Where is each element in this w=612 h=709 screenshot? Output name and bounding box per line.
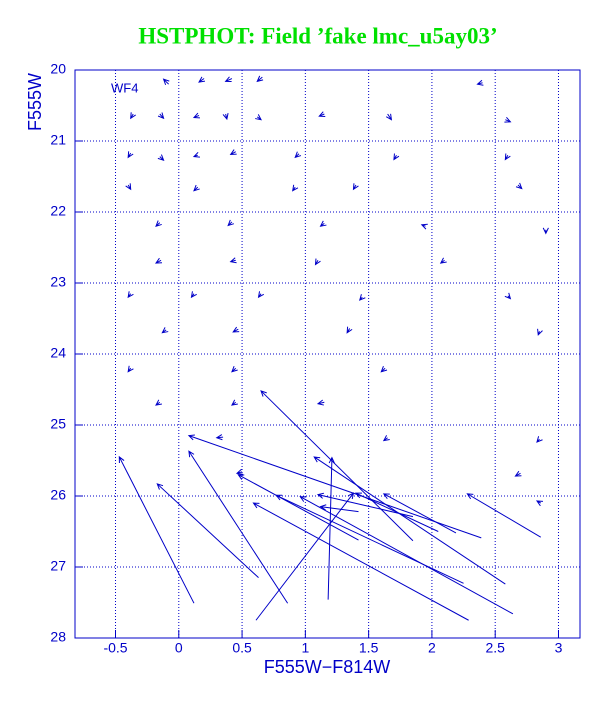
arrow [380,365,388,373]
arrow [504,292,512,300]
arrow [439,257,447,264]
chart-title: HSTPHOT: Field ’fake lmc_u5ay03’ [138,23,497,48]
arrow [162,78,170,86]
arrow [155,399,162,406]
arrow [157,112,165,120]
arrow [536,436,543,443]
arrow [235,468,243,475]
arrow [188,450,289,604]
x-tick-label: 0.5 [232,640,252,656]
arrow [292,184,299,192]
y-tick-label: 24 [50,345,66,361]
y-tick-label: 25 [50,416,66,432]
y-tick-label: 27 [50,558,66,574]
arrow [255,114,262,121]
arrow [466,493,542,538]
arrow [125,183,132,191]
arrow [346,326,353,334]
x-tick-label: 1 [301,640,309,656]
arrow [237,474,359,541]
arrow [252,502,469,621]
y-tick-label: 23 [50,274,66,290]
arrow [127,151,134,159]
arrow [535,500,543,507]
arrow [476,79,484,86]
arrow [318,111,326,117]
arrow [231,365,238,373]
x-tick-label: 3 [555,640,563,656]
arrow [327,456,335,600]
arrow [314,258,321,266]
arrow [420,223,428,230]
arrow [294,151,302,159]
arrow [319,504,359,513]
arrow [359,294,366,301]
arrow [227,219,235,227]
arrow [514,470,522,477]
arrow [231,399,238,406]
arrow [229,149,237,156]
arrow [161,327,169,334]
y-axis-label: F555W [25,73,45,131]
arrow [127,291,134,299]
arrow [393,153,400,161]
y-tick-label: 22 [50,203,66,219]
arrow [352,183,359,191]
y-tick-label: 20 [50,61,66,77]
arrow [198,76,206,83]
arrow [542,227,549,235]
arrow [275,494,464,584]
arrow [156,483,259,579]
arrow [515,182,523,190]
arrow [215,434,224,441]
arrow [537,328,543,336]
arrow [193,184,200,192]
arrow [229,257,237,264]
x-axis-label: F555W−F814W [264,657,391,677]
y-tick-label: 21 [50,132,66,148]
arrow [257,291,265,299]
y-tick-label: 26 [50,487,66,503]
x-tick-label: 2.5 [485,640,505,656]
arrow [155,220,162,227]
arrow [260,390,414,542]
arrow [319,220,327,227]
x-tick-label: 0 [175,640,183,656]
arrow [299,496,514,615]
arrow [192,112,200,119]
arrow [313,456,506,585]
arrow [316,399,325,406]
x-tick-label: 1.5 [359,640,379,656]
x-tick-label: 2 [428,640,436,656]
arrow [224,76,233,83]
arrow [504,153,511,161]
arrow [504,116,512,123]
arrow [190,291,197,299]
arrow [127,365,134,373]
arrow [222,113,229,121]
arrow [187,434,482,539]
arrow [316,492,414,518]
arrow [232,326,240,333]
arrow [382,435,390,442]
arrow [354,492,439,532]
x-tick-label: -0.5 [103,640,127,656]
arrow [155,257,163,264]
arrow [130,112,136,120]
arrow [118,455,195,604]
arrow [256,75,264,83]
y-tick-label: 28 [50,629,66,645]
panel-label: WF4 [111,80,138,95]
arrow [382,493,457,534]
arrow [157,154,165,161]
arrow [385,113,393,121]
arrow [192,151,200,158]
